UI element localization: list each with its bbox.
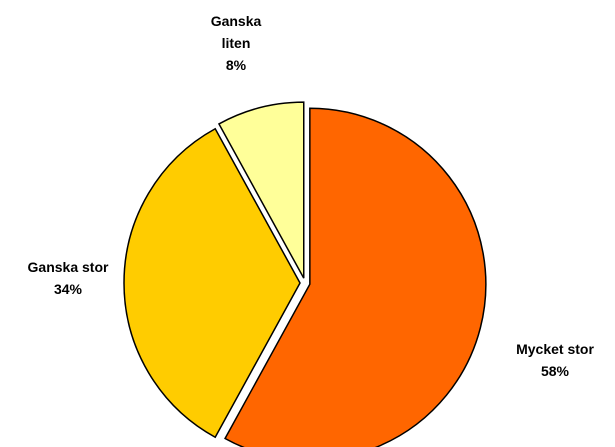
pie-slice	[224, 107, 487, 447]
value-label: 8%	[225, 57, 247, 73]
value-label: 34%	[53, 281, 83, 297]
category-label: Mycket stor	[516, 341, 594, 357]
value-label: 58%	[540, 363, 570, 379]
slice-label: Mycket stor 58%	[490, 338, 615, 382]
pie-slice	[123, 127, 301, 439]
slice-label: Ganska liten 8%	[200, 10, 272, 76]
pie-slice	[217, 101, 305, 279]
category-label: Ganska stor	[27, 259, 109, 275]
category-label: Ganska liten	[210, 13, 262, 51]
slice-label: Ganska stor 34%	[8, 256, 128, 300]
